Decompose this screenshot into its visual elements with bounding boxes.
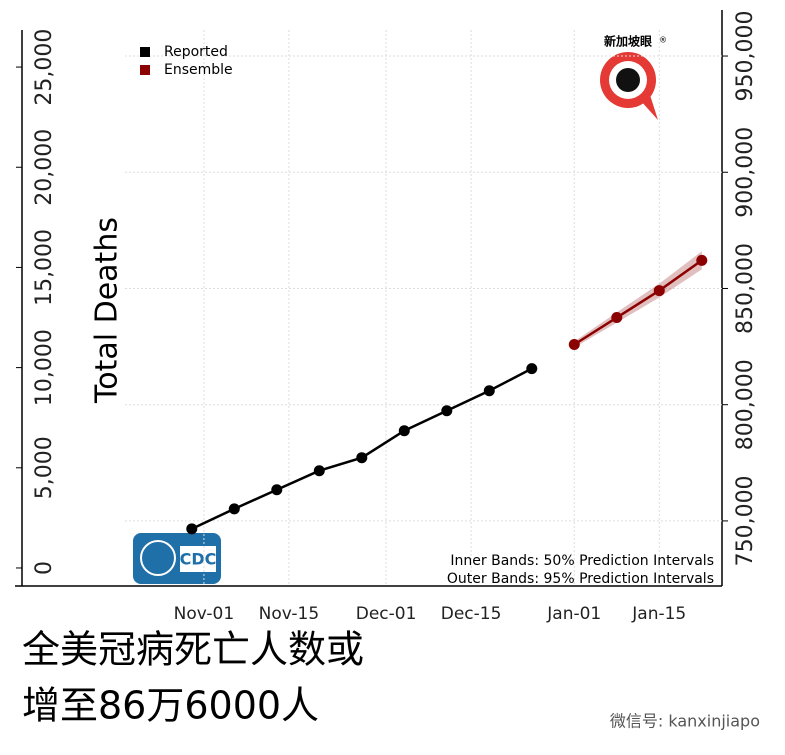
x-tick-label: Dec-01 bbox=[356, 604, 417, 624]
watermark: 微信号: kanxinjiapo bbox=[610, 712, 760, 731]
data-point bbox=[526, 363, 538, 375]
x-tick-label: Nov-01 bbox=[174, 604, 235, 624]
y2-tick-label: 850,000 bbox=[733, 243, 758, 334]
cdc-text: CDC bbox=[180, 550, 217, 569]
data-point bbox=[696, 254, 708, 266]
y-tick-label: 25,000 bbox=[32, 29, 57, 106]
data-point bbox=[568, 338, 580, 350]
brand-text: 新加坡眼 bbox=[604, 34, 652, 49]
brand-tail bbox=[640, 95, 658, 120]
y2-tick-label: 750,000 bbox=[733, 475, 758, 566]
data-point bbox=[653, 285, 665, 297]
data-point bbox=[398, 425, 410, 437]
annotation: Outer Bands: 95% Prediction Intervals bbox=[447, 571, 714, 587]
data-point bbox=[271, 484, 283, 496]
legend-label: Ensemble bbox=[164, 62, 233, 78]
cdc-logo: CDC bbox=[133, 533, 221, 584]
data-point bbox=[356, 452, 368, 464]
x-tick-label: Dec-15 bbox=[441, 604, 502, 624]
x-tick-label: Jan-01 bbox=[546, 604, 601, 624]
y2-tick-label: 800,000 bbox=[733, 359, 758, 450]
y2-tick-label: 950,000 bbox=[733, 11, 758, 102]
brand-eye bbox=[616, 68, 640, 92]
y-tick-label: 10,000 bbox=[32, 329, 57, 406]
data-point bbox=[186, 523, 198, 535]
data-point bbox=[228, 503, 240, 515]
y-tick-label: 20,000 bbox=[32, 129, 57, 206]
y-axis-label: Total Deaths bbox=[90, 217, 125, 404]
legend-swatch bbox=[140, 65, 150, 75]
data-point bbox=[611, 312, 623, 324]
x-tick-label: Jan-15 bbox=[631, 604, 686, 624]
data-point bbox=[313, 465, 325, 477]
hhs-seal bbox=[140, 540, 176, 576]
brand-logo: 新加坡眼 ® bbox=[600, 34, 667, 120]
x-tick-label: Nov-15 bbox=[259, 604, 320, 624]
data-point bbox=[441, 405, 453, 417]
brand-mark: ® bbox=[659, 36, 667, 45]
y-tick-label: 5,000 bbox=[32, 436, 57, 499]
y-tick-label: 0 bbox=[32, 561, 57, 575]
annotation: Inner Bands: 50% Prediction Intervals bbox=[450, 553, 714, 569]
cdc-box bbox=[180, 546, 216, 572]
series-line bbox=[573, 259, 703, 346]
legend-swatch bbox=[140, 47, 150, 57]
y-tick-label: 15,000 bbox=[32, 229, 57, 306]
legend-label: Reported bbox=[164, 44, 228, 60]
caption-line: 全美冠病死亡人数或 bbox=[22, 628, 364, 672]
data-point bbox=[483, 385, 495, 397]
caption-line: 增至86万6000人 bbox=[22, 684, 319, 728]
y2-tick-label: 900,000 bbox=[733, 127, 758, 218]
